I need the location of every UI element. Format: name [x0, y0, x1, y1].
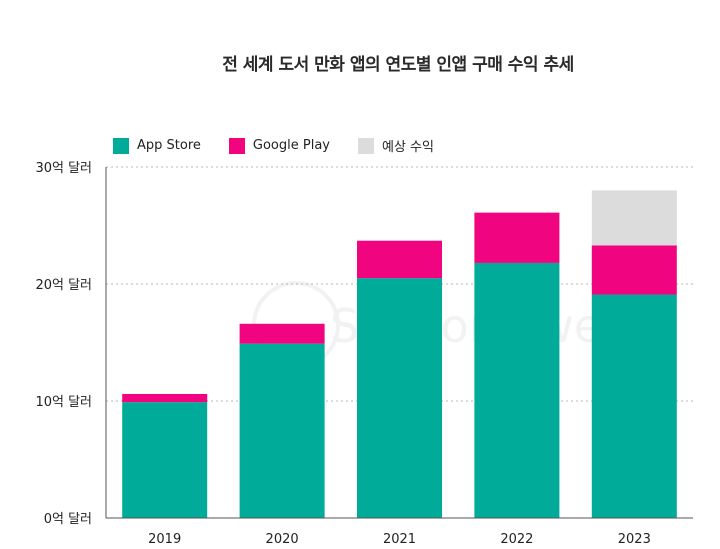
y-tick-label: 0억 달러 — [44, 512, 92, 527]
bar-app-store — [239, 343, 325, 518]
bar-google-play — [122, 393, 208, 403]
y-tick-label: 10억 달러 — [35, 395, 92, 410]
bar-app-store — [122, 402, 208, 518]
x-tick-label: 2021 — [383, 532, 416, 547]
legend-swatch-google-play — [228, 137, 245, 154]
legend-item-app-store: App Store — [113, 137, 201, 154]
legend-item-projected: 예상 수익 — [357, 136, 434, 155]
legend-item-google-play: Google Play — [228, 137, 330, 154]
chart-title: 전 세계 도서 만화 앱의 연도별 인앱 구매 수익 추세 — [222, 55, 574, 75]
bar-google-play — [239, 323, 325, 344]
bar-google-play — [474, 212, 560, 263]
legend: App Store Google Play 예상 수익 — [113, 136, 462, 155]
bar-google-play — [591, 245, 677, 295]
x-tick-label: 2022 — [500, 532, 533, 547]
legend-swatch-app-store — [113, 137, 129, 154]
bar-app-store — [591, 294, 677, 518]
x-tick-label: 2019 — [148, 532, 181, 547]
legend-label-google-play: Google Play — [252, 138, 330, 153]
y-tick-label: 20억 달러 — [35, 278, 92, 293]
bar-projected — [591, 190, 677, 246]
legend-swatch-projected — [357, 137, 374, 154]
legend-label-app-store: App Store — [137, 138, 201, 153]
bar-google-play — [357, 240, 442, 279]
bar-app-store — [357, 278, 442, 518]
legend-label-projected: 예상 수익 — [381, 140, 434, 155]
bar-app-store — [474, 262, 560, 518]
x-tick-label: 2020 — [266, 532, 299, 547]
y-tick-label: 30억 달러 — [35, 161, 92, 176]
x-tick-label: 2023 — [618, 532, 651, 547]
